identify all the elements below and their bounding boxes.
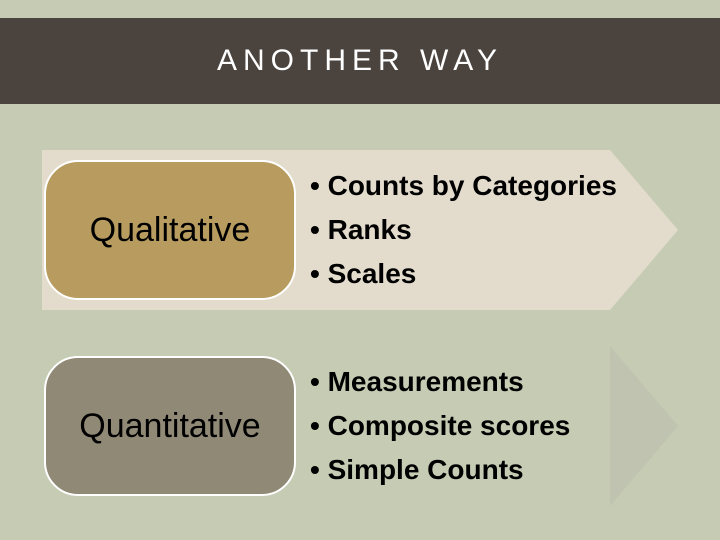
bullets-qualitative: Counts by Categories Ranks Scales: [310, 164, 690, 296]
slide-title: ANOTHER WAY: [217, 44, 503, 78]
list-item: Measurements: [310, 360, 690, 404]
list-item: Counts by Categories: [310, 164, 690, 208]
label-quantitative: Quantitative: [44, 356, 296, 496]
list-item: Scales: [310, 252, 690, 296]
bullets-quantitative: Measurements Composite scores Simple Cou…: [310, 360, 690, 492]
list-item: Ranks: [310, 208, 690, 252]
list-item: Simple Counts: [310, 448, 690, 492]
row-quantitative: Quantitative Measurements Composite scor…: [42, 346, 678, 506]
list-item: Composite scores: [310, 404, 690, 448]
label-quantitative-text: Quantitative: [79, 407, 260, 446]
row-qualitative: Qualitative Counts by Categories Ranks S…: [42, 150, 678, 310]
label-qualitative-text: Qualitative: [90, 211, 251, 250]
label-qualitative: Qualitative: [44, 160, 296, 300]
title-bar: ANOTHER WAY: [0, 18, 720, 104]
